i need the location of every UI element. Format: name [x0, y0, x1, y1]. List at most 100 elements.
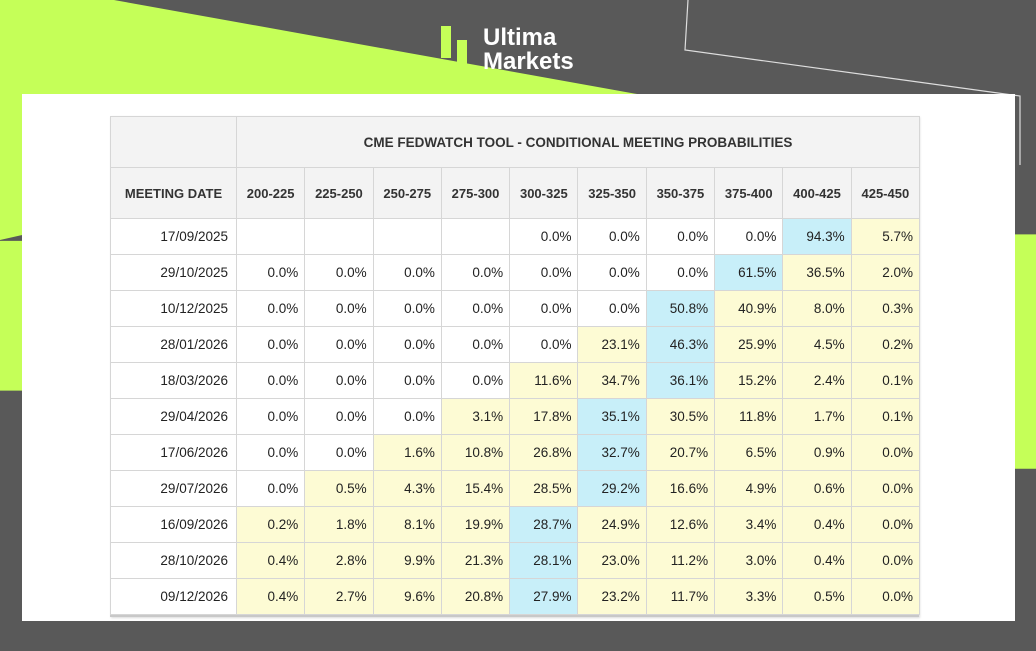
probability-cell: 0.0% [645, 218, 716, 255]
probability-cell: 0.0% [440, 362, 511, 399]
probability-cell: 23.2% [577, 578, 647, 615]
probability-cell: 25.9% [714, 326, 784, 363]
probability-cell: 0.0% [372, 326, 442, 363]
probability-cell [372, 218, 442, 255]
probability-cell: 0.2% [850, 326, 921, 363]
probability-cell: 0.0% [509, 290, 579, 327]
column-header-row: MEETING DATE 200-225 225-250 250-275 275-30… [110, 167, 921, 219]
probability-cell: 23.1% [577, 326, 647, 363]
probability-cell: 4.3% [372, 470, 442, 507]
probability-cell: 20.7% [645, 434, 716, 471]
meeting-date-header: MEETING DATE [110, 167, 237, 219]
probability-cell: 0.0% [850, 506, 921, 543]
probability-cell: 0.1% [850, 362, 921, 399]
probability-cell: 8.0% [782, 290, 852, 327]
probability-cell: 28.1% [509, 542, 579, 579]
meeting-date-cell: 10/12/2025 [110, 290, 237, 327]
probability-cell: 20.8% [440, 578, 511, 615]
brand-line-2: Markets [483, 48, 574, 75]
probability-cell: 36.1% [645, 362, 716, 399]
probability-cell: 2.8% [304, 542, 374, 579]
probability-cell: 0.4% [782, 506, 852, 543]
probability-cell: 2.7% [304, 578, 374, 615]
probability-cell: 1.8% [304, 506, 374, 543]
probability-cell: 0.5% [782, 578, 852, 615]
meeting-date-cell: 28/01/2026 [110, 326, 237, 363]
probability-cell: 11.7% [645, 578, 716, 615]
probability-cell: 0.0% [645, 254, 716, 291]
table-row: 16/09/2026 0.2% 1.8% 8.1% 19.9% 28.7% 24.9% 12.… [110, 506, 921, 543]
probability-cell: 0.0% [509, 254, 579, 291]
meeting-date-cell: 29/04/2026 [110, 398, 237, 435]
column-header-325-350: 325-350 [577, 167, 647, 219]
probability-cell: 0.0% [235, 290, 306, 327]
content-panel: CME FEDWATCH TOOL - CONDITIONAL MEETING … [22, 94, 1015, 621]
probability-cell: 21.3% [440, 542, 511, 579]
probability-cell: 0.5% [304, 470, 374, 507]
probability-cell: 0.0% [372, 362, 442, 399]
probability-cell: 0.0% [372, 290, 442, 327]
column-header-275-300: 275-300 [440, 167, 511, 219]
meeting-date-cell: 17/09/2025 [110, 218, 237, 255]
probability-cell: 94.3% [782, 218, 852, 255]
probability-cell: 0.0% [440, 254, 511, 291]
table-title: CME FEDWATCH TOOL - CONDITIONAL MEETING … [235, 116, 921, 168]
probability-cell: 16.6% [645, 470, 716, 507]
probability-cell: 0.0% [850, 434, 921, 471]
probability-cell: 0.0% [304, 398, 374, 435]
probability-cell: 0.9% [782, 434, 852, 471]
probability-cell: 0.0% [235, 254, 306, 291]
probability-cell [440, 218, 511, 255]
probability-cell: 46.3% [645, 326, 716, 363]
probability-cell: 0.0% [440, 326, 511, 363]
probability-cell: 9.6% [372, 578, 442, 615]
probability-cell: 0.0% [440, 290, 511, 327]
probability-cell: 0.4% [235, 542, 306, 579]
column-header-400-425: 400-425 [782, 167, 852, 219]
column-header-225-250: 225-250 [304, 167, 374, 219]
probability-cell [304, 218, 374, 255]
probability-cell: 27.9% [509, 578, 579, 615]
probability-cell: 0.0% [235, 326, 306, 363]
probability-cell: 0.0% [850, 470, 921, 507]
probability-cell: 0.0% [304, 254, 374, 291]
probability-cell: 0.0% [235, 362, 306, 399]
probability-cell: 0.0% [304, 362, 374, 399]
table-title-row: CME FEDWATCH TOOL - CONDITIONAL MEETING … [110, 116, 921, 168]
probability-cell: 29.2% [577, 470, 647, 507]
meeting-date-cell: 18/03/2026 [110, 362, 237, 399]
probability-cell: 0.0% [304, 326, 374, 363]
probability-cell: 28.5% [509, 470, 579, 507]
probability-cell: 11.2% [645, 542, 716, 579]
probability-cell: 10.8% [440, 434, 511, 471]
table-row: 28/10/2026 0.4% 2.8% 9.9% 21.3% 28.1% 23.0% 11.… [110, 542, 921, 579]
probability-cell: 5.7% [850, 218, 921, 255]
column-header-350-375: 350-375 [645, 167, 716, 219]
table-row: 17/06/2026 0.0% 0.0% 1.6% 10.8% 26.8% 32.7% 20.… [110, 434, 921, 471]
probability-cell: 0.0% [372, 254, 442, 291]
probability-cell: 0.0% [235, 398, 306, 435]
probability-cell: 0.0% [509, 326, 579, 363]
ultima-markets-logo: Ultima Markets [441, 24, 574, 76]
probability-cell: 19.9% [440, 506, 511, 543]
fedwatch-probability-table: CME FEDWATCH TOOL - CONDITIONAL MEETING … [110, 116, 921, 615]
probability-cell: 0.4% [782, 542, 852, 579]
probability-cell: 0.0% [509, 218, 579, 255]
probability-cell: 50.8% [645, 290, 716, 327]
table-row: 28/01/2026 0.0% 0.0% 0.0% 0.0% 0.0% 23.1% 46.3%… [110, 326, 921, 363]
probability-cell: 28.7% [509, 506, 579, 543]
table-row: 18/03/2026 0.0% 0.0% 0.0% 0.0% 11.6% 34.7% 36.1… [110, 362, 921, 399]
probability-cell: 12.6% [645, 506, 716, 543]
probability-cell: 3.1% [440, 398, 511, 435]
probability-cell: 0.0% [850, 578, 921, 615]
probability-cell: 30.5% [645, 398, 716, 435]
probability-cell: 15.4% [440, 470, 511, 507]
probability-cell: 0.6% [782, 470, 852, 507]
probability-cell: 2.0% [850, 254, 921, 291]
probability-cell: 6.5% [714, 434, 784, 471]
probability-cell: 40.9% [714, 290, 784, 327]
probability-cell: 26.8% [509, 434, 579, 471]
probability-cell: 23.0% [577, 542, 647, 579]
probability-cell: 4.5% [782, 326, 852, 363]
probability-cell: 36.5% [782, 254, 852, 291]
